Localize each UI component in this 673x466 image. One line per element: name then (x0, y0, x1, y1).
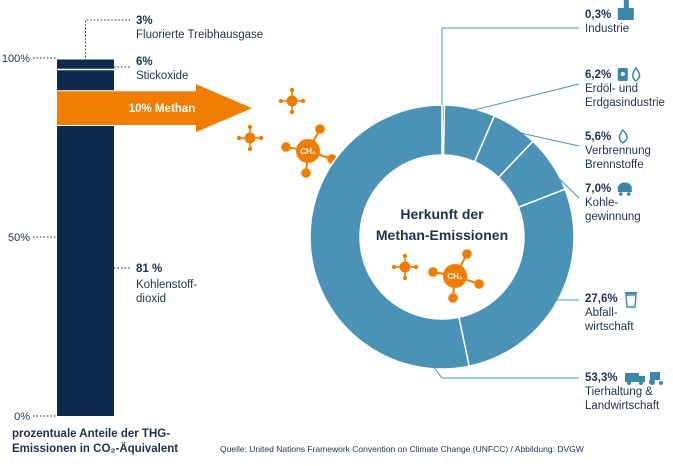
hydrogen-atom (281, 142, 291, 152)
slice-name: Landwirtschaft (585, 400, 660, 412)
slice-percent: 53,3% (585, 372, 618, 384)
carbon-atom (244, 132, 256, 144)
hydrogen-atom (300, 98, 306, 104)
ch4-molecule-icon: CH₄ (428, 249, 484, 303)
leader-line (85, 19, 130, 68)
hydrogen-atom (301, 168, 311, 178)
hydrogen-atom (315, 124, 325, 134)
hydrogen-atom (247, 146, 253, 152)
small-molecule-icon (236, 124, 264, 152)
ch4-label: CH₄ (447, 272, 463, 281)
carbon-atom (399, 261, 411, 273)
slice-percent: 27,6% (585, 293, 618, 305)
segment-name: Kohlenstoff- (136, 279, 197, 291)
segment-percent: 3% (136, 15, 153, 27)
slice-name: Abfall- (585, 307, 618, 319)
stacked-bar-chart: 0% 50% 100% 81 % Kohlenstoff-dioxid 6% Stickox… (2, 15, 263, 455)
slice-name: Brennstoffe (585, 159, 644, 171)
methan-label: 10% Methan (129, 103, 195, 115)
x-axis-label: prozentuale Anteile der THG- (12, 428, 170, 440)
bar-segment (57, 70, 114, 91)
segment-percent: 6% (136, 56, 153, 68)
donut-title: Herkunft der (400, 206, 484, 222)
hydrogen-atom (402, 253, 408, 259)
carbon-atom (443, 264, 467, 288)
coal-cart-icon (617, 182, 632, 196)
y-tick-label: 50% (8, 232, 30, 244)
slice-name: Kohle- (585, 197, 618, 209)
donut-slice (457, 188, 575, 368)
methan-bar-segment (57, 84, 252, 133)
truck-tractor-icon (625, 372, 663, 385)
leader-line (547, 167, 580, 199)
slice-percent: 5,6% (585, 131, 611, 143)
donut-chart: Herkunft der Methan-Emissionen (309, 104, 575, 370)
segment-percent: 81 % (136, 263, 162, 275)
ch4-label: CH₄ (300, 147, 316, 156)
leader-line (510, 130, 580, 147)
small-molecule-icon (278, 87, 306, 115)
hydrogen-atom (402, 275, 408, 281)
small-molecule-icon (391, 253, 419, 281)
slice-percent: 7,0% (585, 183, 611, 195)
hydrogen-atom (474, 279, 484, 289)
ch4-molecule-icon: CH₄ (281, 124, 337, 178)
donut-labels: 0,3% Industrie 6,2% Erdöl- und Erdgasindustr… (431, 0, 665, 412)
slice-name: Industrie (585, 23, 629, 35)
hydrogen-atom (448, 293, 458, 303)
x-axis-label: Emissionen in CO₂-Äquivalent (12, 442, 178, 455)
slice-percent: 0,3% (585, 9, 611, 21)
bar-segment (57, 126, 114, 417)
carbon-atom (286, 95, 298, 107)
segment-name: Stickoxide (136, 70, 188, 82)
hydrogen-atom (236, 135, 242, 141)
leader-line (441, 27, 579, 105)
donut-slice (309, 104, 471, 370)
factory-icon (617, 0, 634, 20)
flame-icon (618, 128, 628, 144)
leader-line (431, 364, 579, 379)
slice-name: Erdöl- und (585, 83, 638, 95)
slice-name: wirtschaft (584, 321, 634, 333)
hydrogen-atom (391, 264, 397, 270)
hydrogen-atom (278, 98, 284, 104)
oil-gas-icon (617, 66, 641, 82)
methane-molecules: CH₄ CH₄ (236, 87, 484, 303)
segment-name: Fluorierte Treibhausgase (136, 29, 263, 41)
source-note: Quelle: United Nations Framework Convent… (220, 444, 584, 454)
donut-title: Methan-Emissionen (376, 227, 508, 243)
hydrogen-atom (413, 264, 419, 270)
slice-name: gewinnung (585, 211, 641, 223)
segment-name: dioxid (136, 293, 166, 305)
slice-name: Tierhaltung & (585, 386, 653, 398)
hydrogen-atom (289, 109, 295, 115)
hydrogen-atom (258, 135, 264, 141)
hydrogen-atom (289, 87, 295, 93)
slice-name: Verbrennung (585, 145, 651, 157)
hydrogen-atom (462, 249, 472, 259)
leader-line (465, 83, 580, 113)
y-tick-label: 100% (2, 53, 30, 65)
slice-percent: 6,2% (585, 69, 611, 81)
hydrogen-atom (247, 124, 253, 130)
trash-icon (625, 292, 637, 308)
y-tick-label: 0% (14, 411, 30, 423)
carbon-atom (296, 139, 320, 163)
methan-arrow: 10% Methan (57, 84, 252, 133)
hydrogen-atom (428, 267, 438, 277)
slice-name: Erdgasindustrie (585, 97, 665, 109)
